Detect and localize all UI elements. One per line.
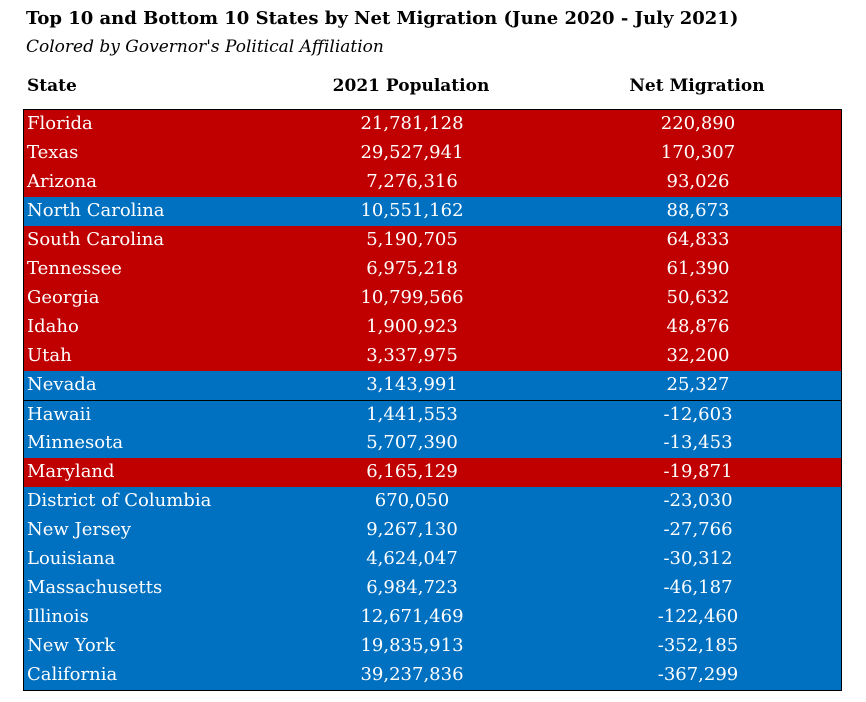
net-migration-cell: -23,030 <box>663 490 733 511</box>
state-cell: Louisiana <box>27 548 116 569</box>
table-row: Utah 3,337,975 32,200 <box>24 342 841 371</box>
population-cell: 1,900,923 <box>366 316 458 337</box>
net-migration-cell: -367,299 <box>657 664 739 685</box>
state-cell: Minnesota <box>27 432 124 453</box>
population-cell: 19,835,913 <box>360 635 464 656</box>
state-cell: Nevada <box>27 374 97 395</box>
population-cell: 9,267,130 <box>366 519 458 540</box>
population-cell: 5,707,390 <box>366 432 458 453</box>
state-cell: Arizona <box>27 171 98 192</box>
net-migration-cell: -46,187 <box>663 577 733 598</box>
population-cell: 7,276,316 <box>366 171 458 192</box>
population-cell: 3,143,991 <box>366 374 458 395</box>
table-row: Maryland 6,165,129 -19,871 <box>24 458 841 487</box>
population-cell: 3,337,975 <box>366 345 458 366</box>
migration-table: Florida 21,781,128 220,890 Texas 29,527,941 1… <box>23 109 842 691</box>
net-migration-cell: 88,673 <box>666 200 730 221</box>
table-row: Nevada 3,143,991 25,327 <box>24 371 841 400</box>
state-cell: South Carolina <box>27 229 165 250</box>
net-migration-cell: -27,766 <box>663 519 733 540</box>
population-cell: 5,190,705 <box>366 229 458 250</box>
population-cell: 6,984,723 <box>366 577 458 598</box>
table-row: Louisiana 4,624,047 -30,312 <box>24 545 841 574</box>
state-cell: Idaho <box>27 316 79 337</box>
table-row: New Jersey 9,267,130 -27,766 <box>24 516 841 545</box>
net-migration-cell: 32,200 <box>666 345 730 366</box>
net-migration-cell: -352,185 <box>657 635 739 656</box>
population-cell: 12,671,469 <box>360 606 464 627</box>
population-cell: 10,551,162 <box>360 200 464 221</box>
table-header: State 2021 Population Net Migration <box>23 74 842 106</box>
table-row: Florida 21,781,128 220,890 <box>24 110 841 139</box>
state-cell: Utah <box>27 345 72 366</box>
net-migration-cell: -13,453 <box>663 432 733 453</box>
column-header-population: 2021 Population <box>332 76 490 96</box>
table-row: District of Columbia 670,050 -23,030 <box>24 487 841 516</box>
table-row: Arizona 7,276,316 93,026 <box>24 168 841 197</box>
table-row: Minnesota 5,707,390 -13,453 <box>24 429 841 458</box>
population-cell: 39,237,836 <box>360 664 464 685</box>
state-cell: Texas <box>27 142 79 163</box>
net-migration-cell: -12,603 <box>663 404 733 425</box>
table-row: New York 19,835,913 -352,185 <box>24 632 841 661</box>
state-cell: New Jersey <box>27 519 132 540</box>
net-migration-cell: 64,833 <box>666 229 730 250</box>
state-cell: District of Columbia <box>27 490 212 511</box>
chart-subtitle: Colored by Governor's Political Affiliat… <box>26 37 384 57</box>
population-cell: 670,050 <box>374 490 450 511</box>
net-migration-cell: 93,026 <box>666 171 730 192</box>
net-migration-cell: 25,327 <box>666 374 730 395</box>
table-row: Massachusetts 6,984,723 -46,187 <box>24 574 841 603</box>
net-migration-cell: -122,460 <box>657 606 739 627</box>
table-row: California 39,237,836 -367,299 <box>24 661 841 690</box>
state-cell: North Carolina <box>27 200 165 221</box>
net-migration-cell: 170,307 <box>660 142 736 163</box>
table-row: Texas 29,527,941 170,307 <box>24 139 841 168</box>
state-cell: Georgia <box>27 287 100 308</box>
table-row: Georgia 10,799,566 50,632 <box>24 284 841 313</box>
state-cell: New York <box>27 635 116 656</box>
net-migration-cell: 220,890 <box>660 113 736 134</box>
table-row: Tennessee 6,975,218 61,390 <box>24 255 841 284</box>
table-row: South Carolina 5,190,705 64,833 <box>24 226 841 255</box>
state-cell: Tennessee <box>27 258 122 279</box>
column-header-state: State <box>27 76 77 96</box>
table-row: Idaho 1,900,923 48,876 <box>24 313 841 342</box>
population-cell: 6,975,218 <box>366 258 458 279</box>
state-cell: Maryland <box>27 461 115 482</box>
state-cell: Illinois <box>27 606 89 627</box>
net-migration-cell: 48,876 <box>666 316 730 337</box>
population-cell: 29,527,941 <box>360 142 464 163</box>
table-row: Hawaii 1,441,553 -12,603 <box>24 400 841 429</box>
population-cell: 10,799,566 <box>360 287 464 308</box>
chart-title: Top 10 and Bottom 10 States by Net Migra… <box>26 8 739 29</box>
state-cell: Massachusetts <box>27 577 163 598</box>
population-cell: 1,441,553 <box>366 404 458 425</box>
net-migration-cell: -30,312 <box>663 548 733 569</box>
population-cell: 4,624,047 <box>366 548 458 569</box>
table-row: Illinois 12,671,469 -122,460 <box>24 603 841 632</box>
state-cell: Florida <box>27 113 93 134</box>
state-cell: California <box>27 664 118 685</box>
net-migration-cell: -19,871 <box>663 461 733 482</box>
column-header-net-migration: Net Migration <box>629 76 765 96</box>
net-migration-cell: 50,632 <box>666 287 730 308</box>
table-row: North Carolina 10,551,162 88,673 <box>24 197 841 226</box>
population-cell: 6,165,129 <box>366 461 458 482</box>
net-migration-cell: 61,390 <box>666 258 730 279</box>
state-cell: Hawaii <box>27 404 92 425</box>
population-cell: 21,781,128 <box>360 113 464 134</box>
